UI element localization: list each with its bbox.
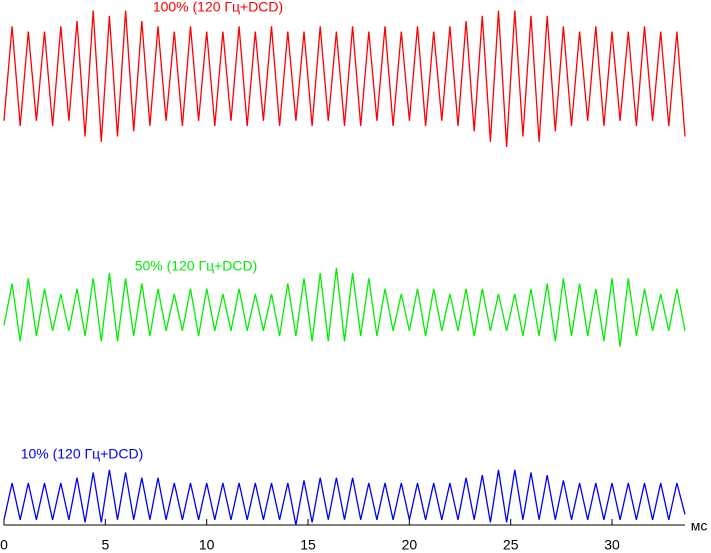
x-tick-label: 25 <box>503 537 519 553</box>
series-line <box>3 10 686 148</box>
x-tick-label: 10 <box>199 537 215 553</box>
x-tick-label: 0 <box>0 537 8 553</box>
x-tick-label: 5 <box>101 537 109 553</box>
x-tick-label: 20 <box>402 537 418 553</box>
series-label: 100% (120 Гц+DCD) <box>153 0 283 15</box>
x-tick-label: 30 <box>604 537 620 553</box>
series-line <box>3 469 686 526</box>
x-tick-label: 15 <box>300 537 316 553</box>
x-axis-label: мс <box>691 518 708 534</box>
series-line <box>3 267 686 347</box>
series-label: 10% (120 Гц+DCD) <box>21 446 144 462</box>
series-label: 50% (120 Гц+DCD) <box>135 258 258 274</box>
